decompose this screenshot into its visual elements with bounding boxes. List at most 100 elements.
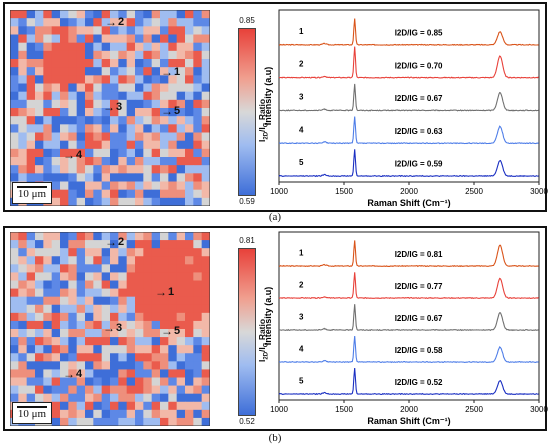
map-cell (118, 248, 128, 257)
map-cell (143, 320, 153, 330)
map-cell (43, 124, 53, 133)
map-cell (110, 116, 119, 125)
map-cell (110, 108, 119, 117)
map-cell (176, 165, 186, 174)
map-cell (18, 157, 28, 166)
map-cell (43, 296, 53, 306)
map-cell (193, 157, 203, 166)
map-cell (18, 288, 28, 298)
map-cell (135, 18, 144, 27)
map-cell (10, 116, 19, 125)
map-cell (18, 385, 28, 395)
map-cell (10, 329, 19, 338)
map-cell (101, 116, 111, 125)
map-cell (26, 264, 36, 273)
caption-a: (a) (268, 211, 282, 223)
map-cell (185, 272, 194, 281)
map-cell (151, 320, 161, 330)
map-cell (151, 99, 161, 109)
map-cell (201, 34, 210, 44)
map-cell (118, 50, 128, 60)
spectrum-line-3 (278, 83, 539, 112)
map-cell (176, 18, 186, 27)
map-cell (10, 232, 19, 241)
map-cell (110, 83, 119, 93)
map-cell (51, 173, 61, 182)
map-cell (201, 264, 210, 273)
map-cell (10, 59, 19, 68)
map-cell (35, 248, 44, 257)
map-cell (35, 385, 44, 395)
map-cell (51, 296, 61, 306)
map-cell (51, 312, 61, 322)
map-cell (185, 18, 194, 27)
map-cell (101, 99, 111, 109)
spectrum-line-1 (278, 240, 539, 268)
map-cell (51, 264, 61, 273)
map-cell (51, 345, 61, 354)
map-cell (185, 369, 194, 378)
marker-5: → 5 (161, 104, 181, 118)
map-cell (185, 197, 194, 206)
map-cell (26, 337, 36, 346)
map-cell (151, 197, 161, 206)
map-cell (76, 18, 86, 27)
map-cell (143, 337, 153, 346)
map-cell (160, 256, 169, 265)
map-cell (51, 189, 61, 199)
map-cell (160, 189, 169, 199)
map-cell (193, 264, 203, 273)
map-cell (201, 91, 210, 101)
map-cell (51, 320, 61, 330)
ratio-label: I2D/IG = 0.67 (395, 314, 443, 323)
map-cell (110, 148, 119, 158)
marker-4: → 4 (63, 367, 83, 381)
map-cell (185, 173, 194, 182)
map-cell (160, 197, 169, 206)
map-cell (143, 345, 153, 354)
map-cell (176, 401, 186, 411)
map-cell (176, 91, 186, 101)
map-cell (151, 296, 161, 306)
map-cell (176, 312, 186, 322)
map-cell (118, 42, 128, 52)
map-cell (60, 377, 69, 386)
map-cell (68, 99, 78, 109)
map-cell (60, 18, 69, 27)
map-cell (60, 280, 69, 289)
map-cell (18, 272, 28, 281)
map-cell (135, 165, 144, 174)
map-cell (193, 10, 203, 19)
map-cell (93, 329, 103, 338)
map-cell (85, 99, 94, 109)
map-cell (151, 248, 161, 257)
map-cell (76, 91, 86, 101)
plot-frame (278, 9, 540, 183)
map-cell (76, 256, 86, 265)
map-cell (118, 264, 128, 273)
map-cell (118, 385, 128, 395)
map-cell (68, 337, 78, 346)
map-cell (93, 377, 103, 386)
map-cell (151, 181, 161, 191)
map-cell (26, 91, 36, 101)
map-cell (18, 59, 28, 68)
map-cell (151, 10, 161, 19)
map-cell (10, 83, 19, 93)
map-cell (43, 99, 53, 109)
map-cell (118, 165, 128, 174)
map-cell (43, 240, 53, 249)
map-cell (18, 353, 28, 362)
map-cell (185, 91, 194, 101)
map-cell (110, 272, 119, 281)
map-cell (151, 240, 161, 249)
map-cell (126, 256, 136, 265)
map-cell (51, 385, 61, 395)
map-cell (60, 173, 69, 182)
map-cell (193, 385, 203, 395)
map-cell (101, 304, 111, 314)
map-cell (85, 361, 94, 370)
map-cell (35, 393, 44, 403)
map-cell (93, 140, 103, 150)
map-cell (185, 312, 194, 322)
